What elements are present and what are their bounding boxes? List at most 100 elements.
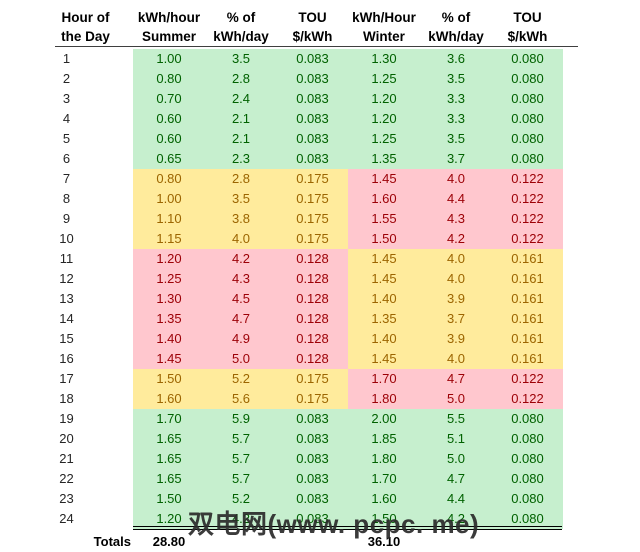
row-filler bbox=[563, 489, 640, 509]
value-cell: 0.083 bbox=[277, 89, 348, 109]
table-row: 23 1.50 5.2 0.083 1.60 4.4 0.080 bbox=[0, 489, 640, 509]
table-body: 1 1.00 3.5 0.083 1.30 3.6 0.080 2 0.80 2.8 0.083 1.… bbox=[0, 49, 640, 529]
row-filler bbox=[563, 349, 640, 369]
value-cell: 0.083 bbox=[277, 129, 348, 149]
header-line1: % of bbox=[441, 10, 471, 25]
table-row: 19 1.70 5.9 0.083 2.00 5.5 0.080 bbox=[0, 409, 640, 429]
hour-cell: 19 bbox=[0, 409, 133, 429]
value-cell: 1.50 bbox=[133, 489, 205, 509]
value-cell: 1.70 bbox=[348, 369, 420, 389]
value-cell: 0.083 bbox=[277, 109, 348, 129]
value-cell: 1.00 bbox=[133, 49, 205, 69]
summer-total-kwh: 28.80 bbox=[152, 534, 186, 549]
value-cell: 0.175 bbox=[277, 369, 348, 389]
value-cell: 1.25 bbox=[348, 69, 420, 89]
header-line1: TOU bbox=[513, 10, 542, 25]
value-cell: 0.080 bbox=[492, 89, 563, 109]
value-cell: 1.85 bbox=[348, 429, 420, 449]
value-cell: 3.5 bbox=[205, 189, 277, 209]
header-line1: kWh/Hour bbox=[352, 10, 416, 25]
value-cell: 4.0 bbox=[420, 249, 492, 269]
value-cell: 2.8 bbox=[205, 69, 277, 89]
value-cell: 5.7 bbox=[205, 429, 277, 449]
value-cell: 0.080 bbox=[492, 469, 563, 489]
table-row: 16 1.45 5.0 0.128 1.45 4.0 0.161 bbox=[0, 349, 640, 369]
value-cell: 5.6 bbox=[205, 389, 277, 409]
value-cell: 0.175 bbox=[277, 169, 348, 189]
hour-cell: 13 bbox=[0, 289, 133, 309]
hour-cell: 18 bbox=[0, 389, 133, 409]
table-row: 10 1.15 4.0 0.175 1.50 4.2 0.122 bbox=[0, 229, 640, 249]
value-cell: 4.0 bbox=[205, 229, 277, 249]
value-cell: 0.175 bbox=[277, 209, 348, 229]
value-cell: 0.65 bbox=[133, 149, 205, 169]
table-row: 17 1.50 5.2 0.175 1.70 4.7 0.122 bbox=[0, 369, 640, 389]
value-cell: 4.0 bbox=[420, 169, 492, 189]
value-cell: 1.25 bbox=[348, 129, 420, 149]
value-cell: 5.0 bbox=[205, 349, 277, 369]
value-cell: 1.65 bbox=[133, 469, 205, 489]
value-cell: 0.175 bbox=[277, 189, 348, 209]
winter-total-kwh: 36.10 bbox=[367, 534, 401, 549]
value-cell: 1.45 bbox=[348, 349, 420, 369]
value-cell: 0.161 bbox=[492, 249, 563, 269]
value-cell: 0.122 bbox=[492, 229, 563, 249]
table-row: 12 1.25 4.3 0.128 1.45 4.0 0.161 bbox=[0, 269, 640, 289]
value-cell: 4.0 bbox=[420, 269, 492, 289]
header-filler bbox=[563, 0, 640, 49]
header-line2: Winter bbox=[363, 29, 405, 44]
value-cell: 0.80 bbox=[133, 169, 205, 189]
value-cell: 0.122 bbox=[492, 189, 563, 209]
table-row: 6 0.65 2.3 0.083 1.35 3.7 0.080 bbox=[0, 149, 640, 169]
value-cell: 0.080 bbox=[492, 109, 563, 129]
hour-cell: 4 bbox=[0, 109, 133, 129]
row-filler bbox=[563, 209, 640, 229]
value-cell: 4.4 bbox=[420, 489, 492, 509]
table-row: 15 1.40 4.9 0.128 1.40 3.9 0.161 bbox=[0, 329, 640, 349]
table-row: 5 0.60 2.1 0.083 1.25 3.5 0.080 bbox=[0, 129, 640, 149]
hour-cell: 15 bbox=[0, 329, 133, 349]
hour-cell: 1 bbox=[0, 49, 133, 69]
value-cell: 4.3 bbox=[205, 269, 277, 289]
row-filler bbox=[563, 229, 640, 249]
header-line1: % of bbox=[226, 10, 256, 25]
row-filler bbox=[563, 249, 640, 269]
table-row: 9 1.10 3.8 0.175 1.55 4.3 0.122 bbox=[0, 209, 640, 229]
value-cell: 3.5 bbox=[420, 129, 492, 149]
hour-cell: 14 bbox=[0, 309, 133, 329]
value-cell: 0.122 bbox=[492, 389, 563, 409]
value-cell: 1.70 bbox=[133, 409, 205, 429]
table-row: 8 1.00 3.5 0.175 1.60 4.4 0.122 bbox=[0, 189, 640, 209]
row-filler bbox=[563, 509, 640, 529]
value-cell: 0.083 bbox=[277, 409, 348, 429]
value-cell: 0.080 bbox=[492, 449, 563, 469]
value-cell: 1.35 bbox=[348, 309, 420, 329]
value-cell: 0.128 bbox=[277, 289, 348, 309]
value-cell: 1.45 bbox=[348, 269, 420, 289]
value-cell: 1.40 bbox=[133, 329, 205, 349]
value-cell: 1.80 bbox=[348, 389, 420, 409]
value-cell: 0.161 bbox=[492, 329, 563, 349]
hour-cell: 16 bbox=[0, 349, 133, 369]
value-cell: 4.0 bbox=[420, 349, 492, 369]
value-cell: 3.8 bbox=[205, 209, 277, 229]
value-cell: 1.45 bbox=[348, 169, 420, 189]
value-cell: 1.30 bbox=[133, 289, 205, 309]
table-row: 24 1.20 4.2 0.083 1.50 4.2 0.080 bbox=[0, 509, 640, 529]
row-filler bbox=[563, 429, 640, 449]
hour-cell: 8 bbox=[0, 189, 133, 209]
value-cell: 0.080 bbox=[492, 49, 563, 69]
hour-cell: 9 bbox=[0, 209, 133, 229]
row-filler bbox=[563, 69, 640, 89]
value-cell: 5.0 bbox=[420, 449, 492, 469]
value-cell: 0.128 bbox=[277, 349, 348, 369]
col-header-kwh-summer: kWh/hour Summer bbox=[133, 0, 205, 49]
row-filler bbox=[563, 309, 640, 329]
value-cell: 0.083 bbox=[277, 429, 348, 449]
row-filler bbox=[563, 389, 640, 409]
value-cell: 4.7 bbox=[205, 309, 277, 329]
row-filler bbox=[563, 329, 640, 349]
table-row: 14 1.35 4.7 0.128 1.35 3.7 0.161 bbox=[0, 309, 640, 329]
table-row: 22 1.65 5.7 0.083 1.70 4.7 0.080 bbox=[0, 469, 640, 489]
value-cell: 5.7 bbox=[205, 449, 277, 469]
